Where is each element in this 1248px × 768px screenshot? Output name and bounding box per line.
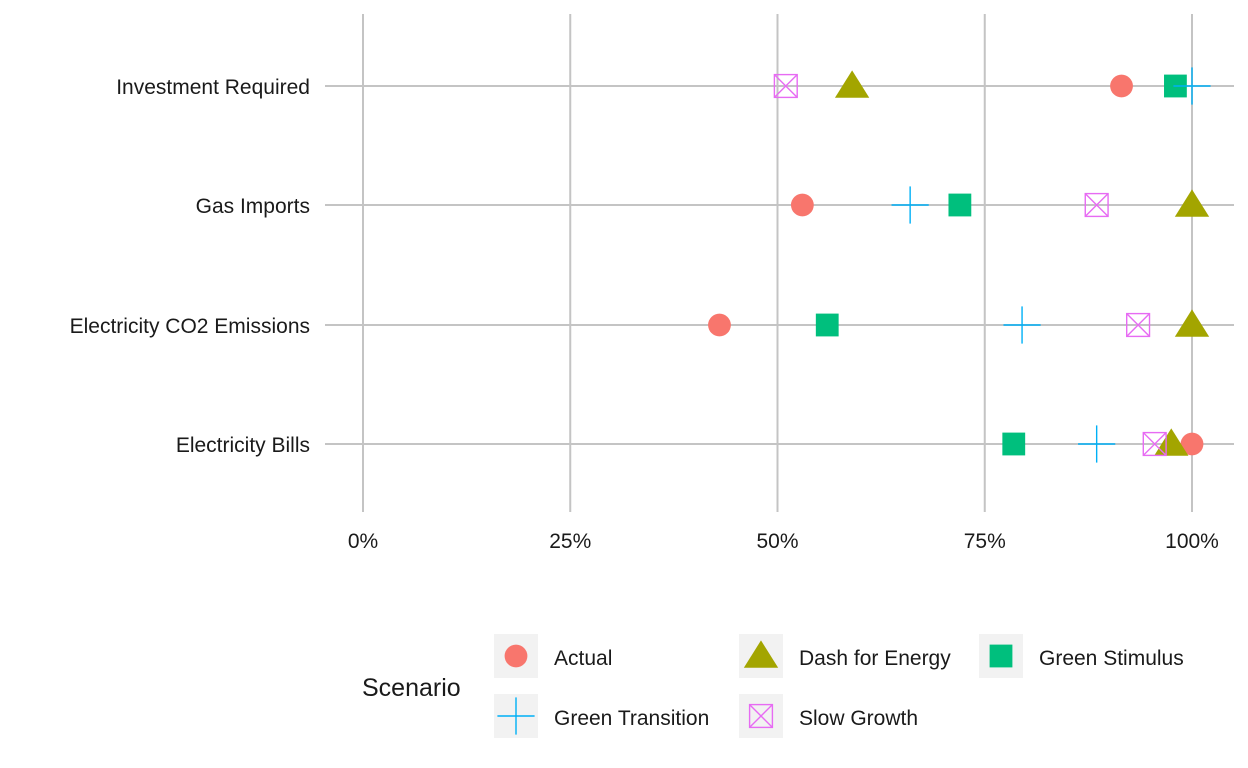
legend-label: Slow Growth: [799, 707, 918, 730]
legend-label: Dash for Energy: [799, 647, 951, 670]
point-dash-for-energy: [1174, 309, 1210, 337]
x-axis-ticks: 0% 25% 50% 75% 100%: [348, 530, 1219, 553]
point-actual: [790, 193, 814, 217]
legend-label: Green Transition: [554, 707, 709, 730]
legend-items: Actual Dash for Energy Green Stimulus Green…: [494, 634, 1184, 738]
point-slow-growth: [1084, 192, 1109, 218]
point-slow-growth: [1126, 312, 1151, 338]
legend-item-green-stimulus: Green Stimulus: [979, 634, 1184, 678]
point-dash-for-energy: [834, 70, 870, 98]
point-slow-growth: [773, 73, 798, 99]
x-tick-label: 25%: [549, 530, 591, 553]
point-green-stimulus: [815, 313, 839, 337]
point-green-transition: [1078, 425, 1116, 463]
plot-area: [325, 14, 1234, 512]
legend-label: Actual: [554, 647, 612, 670]
point-actual: [708, 313, 731, 337]
x-tick-label: 75%: [964, 530, 1006, 553]
data-points: [708, 67, 1211, 463]
legend-key-square-icon: [989, 644, 1013, 668]
y-tick-label: Electricity Bills: [176, 434, 310, 457]
x-tick-label: 100%: [1165, 530, 1219, 553]
legend-key-square-cross-icon: [748, 703, 774, 729]
legend-title: Scenario: [362, 674, 461, 702]
y-axis-ticks: Investment Required Gas Imports Electricit…: [70, 76, 310, 457]
point-green-transition: [891, 186, 929, 224]
legend-key-circle-icon: [504, 644, 528, 668]
y-tick-label: Investment Required: [116, 76, 310, 99]
legend-item-green-transition: Green Transition: [494, 694, 709, 738]
legend-label: Green Stimulus: [1039, 647, 1184, 670]
point-actual: [1180, 432, 1204, 456]
x-tick-label: 50%: [756, 530, 798, 553]
point-green-stimulus: [948, 193, 972, 217]
legend-item-actual: Actual: [494, 634, 612, 678]
x-tick-label: 0%: [348, 530, 378, 553]
y-tick-label: Gas Imports: [196, 195, 310, 218]
y-tick-label: Electricity CO2 Emissions: [70, 315, 310, 338]
point-dash-for-energy: [1154, 428, 1189, 456]
legend: Scenario Actual Dash for Energy Green Stim…: [362, 634, 1184, 738]
legend-key-triangle-icon: [743, 640, 779, 668]
legend-item-slow-growth: Slow Growth: [739, 694, 918, 738]
legend-item-dash-for-energy: Dash for Energy: [739, 634, 951, 678]
point-green-stimulus: [1002, 432, 1026, 456]
point-green-transition: [1173, 67, 1211, 105]
point-actual: [1110, 74, 1133, 98]
point-green-transition: [1003, 306, 1041, 344]
point-dash-for-energy: [1174, 189, 1210, 217]
legend-key-plus-icon: [497, 697, 535, 735]
point-slow-growth: [1142, 431, 1167, 457]
grid-lines: [325, 14, 1234, 512]
